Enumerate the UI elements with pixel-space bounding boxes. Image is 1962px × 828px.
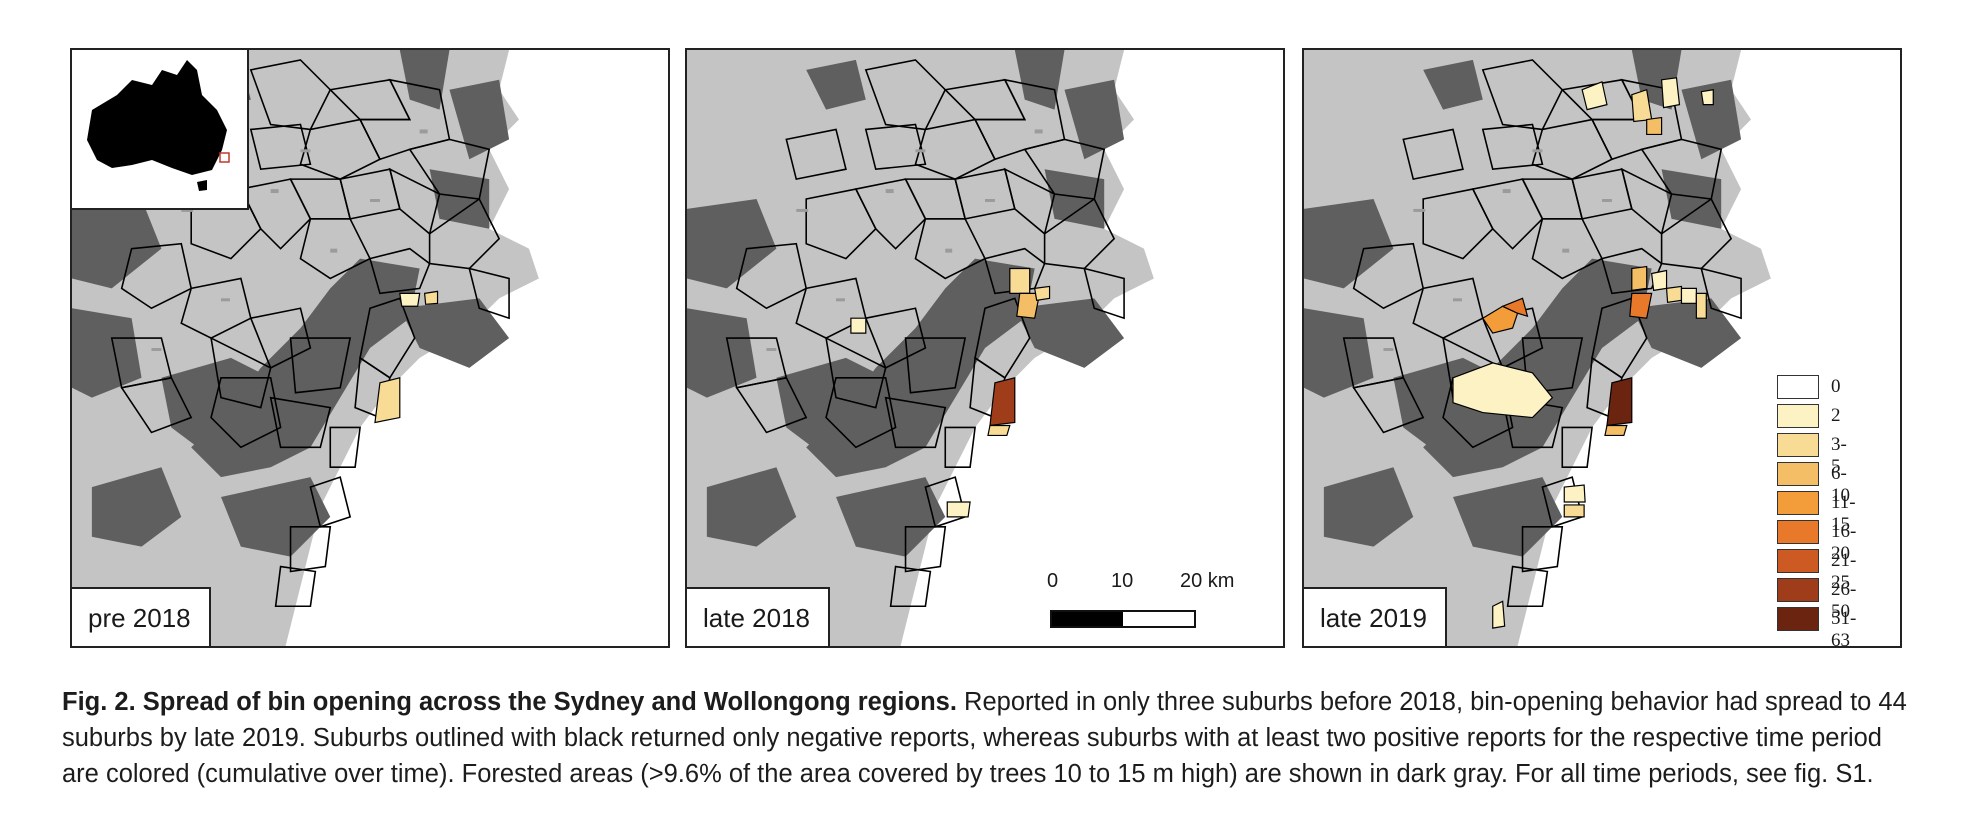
legend-label: 11-15	[1831, 492, 1856, 535]
suburb-colored	[423, 290, 439, 305]
map-panel-late-2018: 0 10 20 km late 2018	[685, 48, 1285, 648]
suburb-colored	[1009, 267, 1031, 294]
legend-label: 3-5	[1831, 434, 1847, 477]
suburb-colored	[850, 317, 867, 334]
scale-bar-graphic	[1050, 610, 1196, 628]
map-late-2019	[1304, 50, 1772, 646]
suburb-colored	[1481, 305, 1519, 334]
australia-inset-map	[72, 50, 249, 210]
legend-swatch	[1777, 433, 1819, 457]
figure-caption: Fig. 2. Spread of bin opening across the…	[62, 684, 1922, 792]
suburb-colored	[1606, 377, 1633, 427]
map-panel-pre-2018: pre 2018	[70, 48, 670, 648]
suburb-colored	[987, 424, 1011, 437]
legend-swatch	[1777, 404, 1819, 428]
legend-swatch	[1777, 549, 1819, 573]
suburb-colored	[1501, 297, 1529, 318]
panel-label: pre 2018	[72, 587, 211, 646]
suburb-colored	[1651, 269, 1668, 292]
legend-label: 26-50	[1831, 579, 1857, 622]
suburb-colored	[1604, 424, 1628, 437]
caption-body: Reported in only three suburbs before 20…	[62, 688, 1907, 788]
scale-tick-label: 20 km	[1180, 570, 1235, 592]
suburb-colored	[1016, 292, 1041, 319]
suburb-colored	[1563, 484, 1586, 503]
suburb-colored	[1700, 89, 1714, 106]
caption-title: Fig. 2. Spread of bin opening across the…	[62, 688, 957, 716]
map-panel-late-2019: late 2019	[1302, 48, 1902, 648]
suburb-colored	[1452, 362, 1554, 419]
legend-label: 51-63	[1831, 608, 1857, 651]
region-highlight-box	[219, 152, 230, 163]
australia-shape	[87, 60, 227, 175]
legend-label: 16-20	[1831, 521, 1857, 564]
legend-swatch	[1777, 375, 1819, 399]
suburb-colored	[1629, 292, 1653, 319]
suburb-colored	[1665, 285, 1683, 303]
legend-label: 0	[1831, 376, 1841, 397]
suburb-colored	[1492, 600, 1506, 629]
suburb-colored	[989, 377, 1016, 427]
legend-swatch	[1777, 462, 1819, 486]
suburb-colored	[1680, 287, 1697, 304]
scale-tick-label: 0	[1047, 570, 1059, 592]
legend-label: 2	[1831, 405, 1841, 426]
legend-swatch	[1777, 578, 1819, 602]
legend-swatch	[1777, 607, 1819, 631]
scale-bar: 0 10 20 km	[1047, 570, 1277, 630]
legend-label: 6-10	[1831, 463, 1850, 506]
suburb-colored	[1563, 504, 1585, 518]
panel-label: late 2018	[687, 587, 830, 646]
suburb-colored	[374, 377, 401, 424]
legend-swatch	[1777, 520, 1819, 544]
suburb-colored	[1646, 116, 1663, 136]
map-late-2018	[687, 50, 1155, 646]
suburb-colored	[1033, 285, 1051, 301]
panel-label: late 2019	[1304, 587, 1447, 646]
legend-swatch	[1777, 491, 1819, 515]
map-pre-2018	[72, 50, 540, 646]
suburb-colored	[1581, 80, 1608, 111]
suburb-colored	[399, 292, 421, 307]
suburb-colored	[1631, 265, 1648, 292]
legend-label: 21-25	[1831, 550, 1857, 593]
suburb-colored	[1660, 77, 1681, 109]
scale-tick-label: 10	[1111, 570, 1134, 592]
suburb-colored	[946, 501, 971, 518]
suburb-colored	[1695, 292, 1707, 319]
